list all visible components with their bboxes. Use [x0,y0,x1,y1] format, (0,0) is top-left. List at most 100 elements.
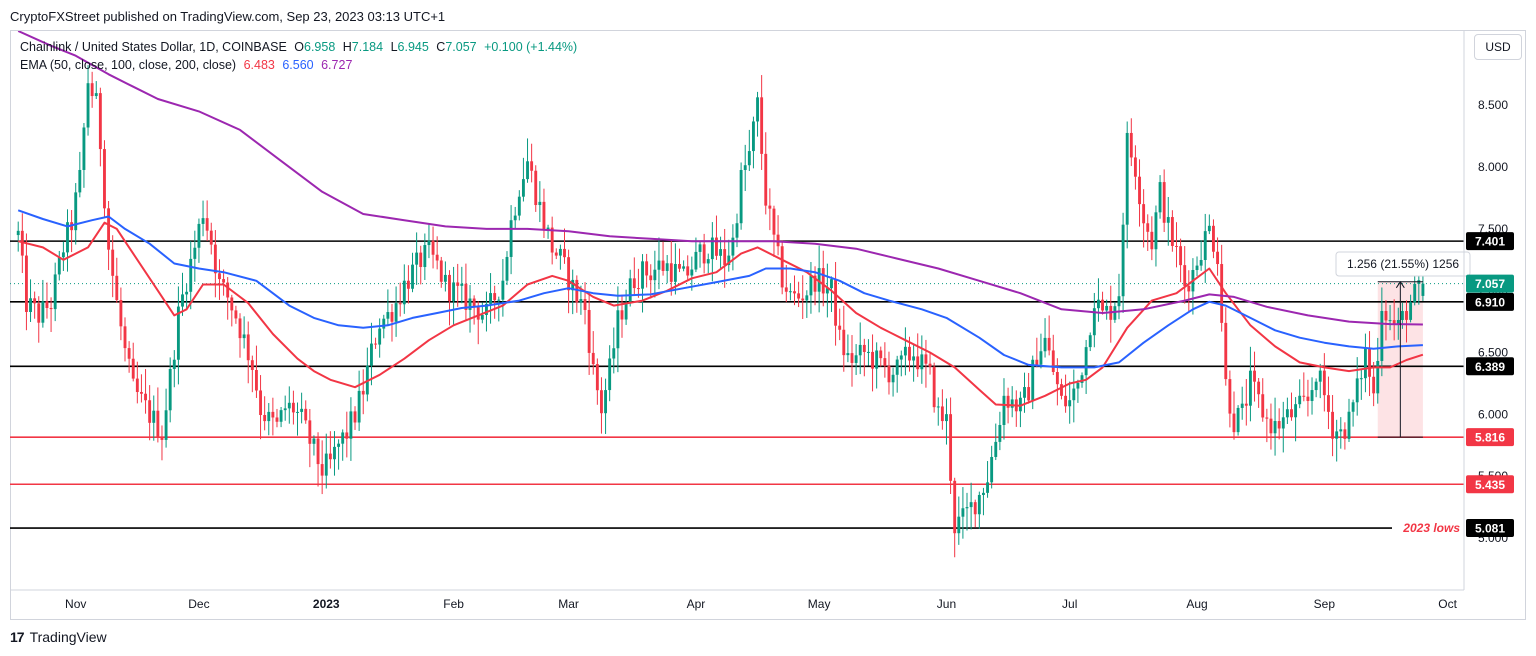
candle-body [345,432,349,439]
candle-body [612,348,616,359]
candle-body [715,237,718,256]
ema-line-2 [17,209,1423,369]
ema200-value: 6.727 [321,58,353,72]
high-key: H [342,40,352,54]
candle-body [1253,370,1256,382]
level-label-4-bg [1466,475,1514,494]
x-tick-label: Nov [65,597,86,611]
candle-body [813,275,817,292]
candle-body [1335,431,1339,439]
candle-body [965,507,969,509]
level-label-0: 7.401 [1475,235,1505,249]
candle-body [423,245,427,268]
candle-body [78,169,82,193]
candle-body [1347,411,1351,439]
candle-body [1117,296,1121,307]
last-price-label-bg [1466,274,1514,293]
candle-body [1220,264,1224,323]
brand-name: TradingView [29,629,107,645]
candle-body [1133,157,1137,177]
candle-body [267,411,271,422]
candle-body [218,273,221,280]
candle-body [1018,397,1022,412]
candle-body [1023,387,1026,398]
candle-body [1092,308,1096,336]
candle-body [669,263,673,282]
symbol-name[interactable]: Chainlink / United States Dollar, 1D, CO… [20,40,287,54]
candle-body [1031,359,1035,401]
candle-body [780,246,784,288]
candle-body [1121,224,1125,297]
candle-body [1228,379,1232,414]
candle-body [1101,299,1104,311]
open-value: 6.958 [304,40,336,54]
candle-body [534,170,538,206]
candle-body [657,260,661,270]
y-tick-label: 8.500 [1478,98,1508,112]
candle-body [908,346,911,361]
candle-body [468,298,472,310]
candle-body [29,298,32,312]
candle-body [694,251,698,270]
candle-body [275,417,279,422]
candle-body [131,358,135,379]
candle-body [1125,132,1129,225]
level-label-1-bg [1466,292,1514,311]
change-value: +0.100 (+1.44%) [484,40,578,54]
x-tick-label: Oct [1438,597,1457,611]
candle-body [1039,351,1043,365]
candle-body [1129,132,1133,158]
candle-body [764,153,768,206]
candle-body [361,390,365,395]
candle-body [111,249,115,276]
candle-body [854,355,858,363]
candle-body [1035,359,1039,365]
candle-body [1195,265,1199,271]
measure-arrow-icon [1395,280,1405,289]
candle-body [53,274,57,310]
candle-body [982,492,985,495]
candle-body [148,400,152,423]
candle-body [600,390,603,414]
candle-body [357,390,361,423]
candle-body [641,261,644,289]
candle-body [378,328,382,345]
ema-label[interactable]: EMA (50, close, 100, close, 200, close) [20,58,237,72]
level-label-2: 6.389 [1475,360,1505,374]
candle-body [328,453,332,460]
currency-button[interactable]: USD [1474,34,1522,60]
candle-body [661,260,665,271]
candle-body [1322,370,1326,396]
candle-body [526,161,529,180]
candle-body [653,269,657,281]
candle-body [1277,421,1281,429]
candle-body [1372,376,1376,394]
candle-body [871,351,874,369]
candle-body [821,268,825,294]
candle-body [1060,384,1063,396]
candle-body [768,205,772,209]
candle-body [172,359,176,369]
candle-body [538,201,542,206]
candle-body [990,456,994,483]
candle-body [419,252,423,268]
candle-body [1318,370,1322,382]
candle-body [1327,395,1330,412]
candle-body [33,298,37,304]
candle-body [279,410,283,422]
candle-body [1351,402,1355,412]
candle-body [460,283,464,286]
candle-body [809,275,813,296]
candle-body [45,301,49,309]
candle-body [747,151,751,166]
candle-body [842,329,846,356]
candle-body [287,402,291,409]
candle-body [1088,335,1092,348]
level-label-5: 5.081 [1475,522,1505,536]
candle-body [1027,387,1031,401]
candle-body [1010,399,1014,408]
candle-body [152,410,156,423]
candle-body [90,83,94,97]
candle-body [850,353,854,363]
